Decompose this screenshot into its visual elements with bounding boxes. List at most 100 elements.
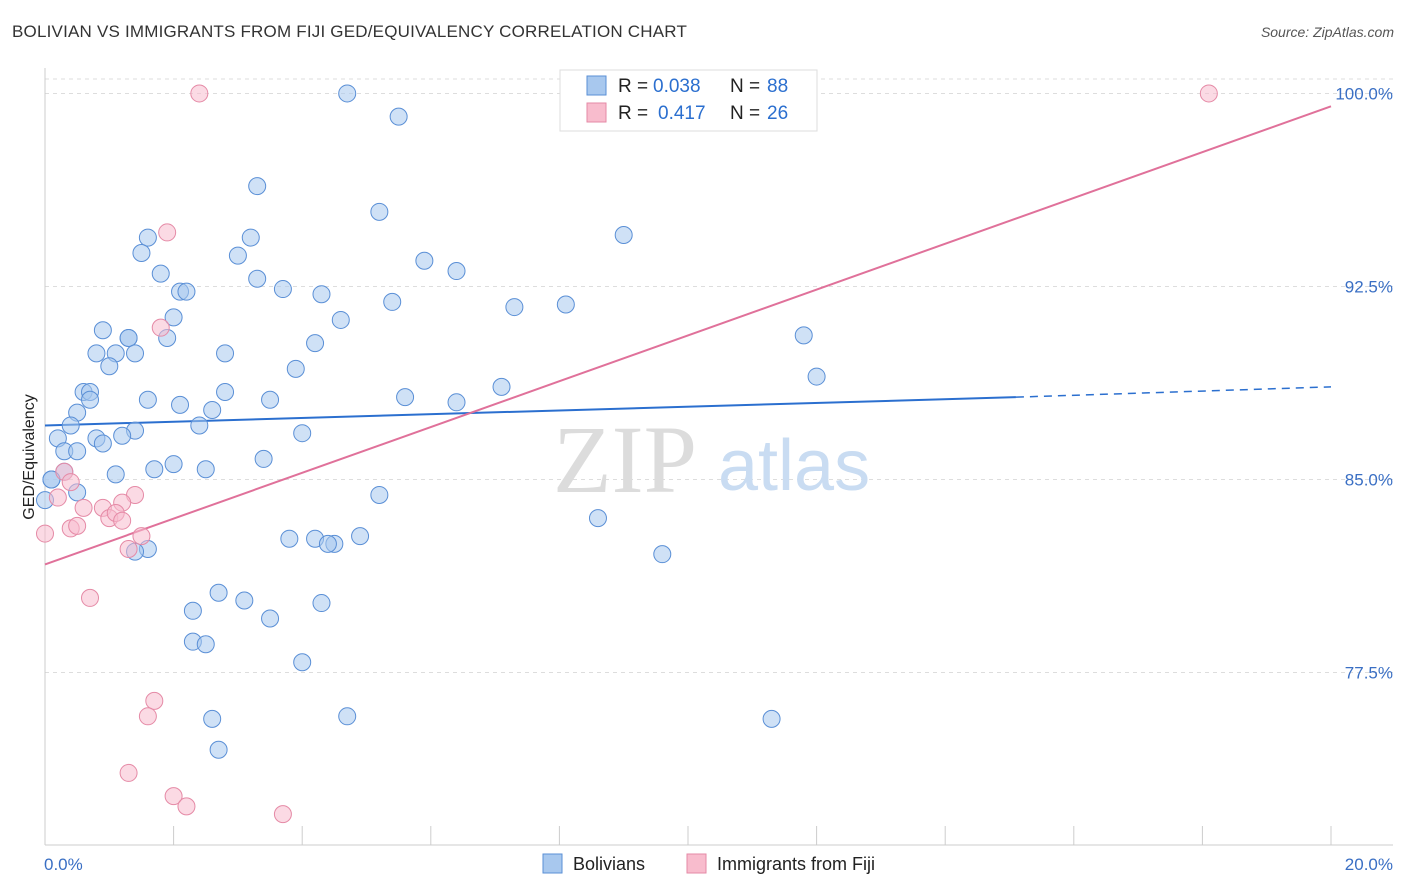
bolivians-point	[216, 383, 235, 402]
bolivians-point	[248, 269, 267, 288]
bolivians-point	[138, 228, 157, 247]
bolivians-point	[61, 416, 80, 435]
bolivians-point	[81, 390, 100, 409]
bolivians-point	[183, 601, 202, 620]
legend-n-value-1: 88	[767, 76, 788, 97]
fiji-point	[1199, 84, 1218, 103]
fiji-point	[273, 805, 292, 824]
bolivians-point	[331, 310, 350, 329]
grid-lines	[45, 78, 1393, 674]
fiji-point	[158, 223, 177, 242]
fiji-point	[119, 763, 138, 782]
bolivians-point	[807, 367, 826, 386]
fiji-point	[138, 707, 157, 726]
bolivians-point	[164, 308, 183, 327]
bolivians-point	[293, 424, 312, 443]
legend-r-value-1: 0.038	[653, 76, 701, 97]
legend-n-value-2: 26	[767, 103, 788, 124]
fiji-point	[68, 516, 87, 535]
fiji-point	[132, 527, 151, 546]
bolivians-point	[100, 357, 119, 376]
bolivians-point	[312, 594, 331, 613]
bolivians-point	[293, 653, 312, 672]
bolivians-point	[93, 321, 112, 340]
bolivians-point	[389, 107, 408, 126]
bolivians-point	[588, 509, 607, 528]
bolivians-point	[370, 485, 389, 504]
bolivians-point	[209, 740, 228, 759]
x-tick-label-min: 0.0%	[44, 855, 83, 874]
bolivians-point	[196, 460, 215, 479]
bolivians-point	[87, 344, 106, 363]
bolivians-point	[415, 251, 434, 270]
bolivians-point	[241, 228, 260, 247]
fiji-point	[74, 498, 93, 517]
bolivians-point	[505, 298, 524, 317]
bolivians-point	[762, 709, 781, 728]
bolivians-trend-line	[44, 396, 1016, 427]
y-tick-label: 77.5%	[1345, 664, 1393, 683]
fiji-point	[36, 524, 54, 543]
bottom-legend-swatch-pink	[686, 853, 707, 874]
bolivians-point	[351, 527, 370, 546]
legend-swatch-pink	[586, 102, 607, 123]
legend-swatch-blue	[586, 75, 607, 96]
bolivians-point	[106, 465, 125, 484]
bolivians-point	[254, 449, 273, 468]
bottom-legend-swatch-blue	[542, 853, 563, 874]
bolivians-point	[280, 529, 299, 548]
fiji-point	[145, 691, 164, 710]
bolivians-point	[126, 344, 145, 363]
bottom-legend-bolivians: Bolivians	[573, 854, 645, 874]
fiji-point	[113, 511, 132, 530]
bolivians-point	[145, 460, 164, 479]
bolivians-point	[132, 244, 151, 263]
bolivians-point	[318, 534, 337, 553]
bolivians-point	[93, 434, 112, 453]
bolivians-point	[370, 202, 389, 221]
bolivians-point	[119, 328, 138, 347]
legend-r-value-2: 0.417	[658, 103, 706, 124]
bolivians-point	[228, 246, 247, 265]
bolivians-trend-extension	[1015, 386, 1332, 398]
axes	[44, 68, 1393, 846]
y-tick-label: 85.0%	[1345, 471, 1393, 490]
watermark-zip: ZIP	[553, 406, 697, 513]
y-tick-label: 92.5%	[1345, 277, 1393, 296]
bolivians-point	[164, 455, 183, 474]
bolivians-point	[653, 545, 672, 564]
bolivians-point	[203, 709, 222, 728]
bolivians-point	[261, 609, 280, 628]
fiji-point	[81, 588, 100, 607]
top-legend: R = 0.038 N = 88 R = 0.417 N = 26	[559, 69, 818, 132]
bolivians-point	[248, 177, 267, 196]
fiji-point	[164, 787, 183, 806]
bolivians-point	[68, 442, 87, 461]
bolivians-point	[556, 295, 575, 314]
bolivians-point	[614, 226, 633, 245]
bolivians-point	[177, 282, 196, 301]
bolivians-point	[492, 377, 511, 396]
bolivians-point	[216, 344, 235, 363]
fiji-point	[190, 84, 209, 103]
legend-n-label-1: N =	[730, 76, 760, 97]
legend-r-label-1: R =	[618, 76, 648, 97]
bolivians-point	[209, 583, 228, 602]
legend-n-label-2: N =	[730, 103, 760, 124]
fiji-point	[48, 488, 67, 507]
bolivians-point	[196, 635, 215, 654]
y-tick-label: 100.0%	[1335, 84, 1393, 103]
bolivians-point	[273, 280, 292, 299]
bolivians-point	[190, 416, 209, 435]
fiji-point	[119, 540, 138, 559]
bolivians-point	[261, 390, 280, 409]
source-label: Source: ZipAtlas.com	[1260, 24, 1394, 40]
bolivians-point	[447, 262, 466, 281]
bolivians-point	[383, 292, 402, 311]
fiji-point	[177, 797, 196, 816]
y-axis-title: GED/Equivalency	[21, 394, 38, 519]
x-tick-label-max: 20.0%	[1345, 855, 1393, 874]
bolivians-point	[338, 84, 357, 103]
watermark-atlas: atlas	[718, 426, 870, 506]
